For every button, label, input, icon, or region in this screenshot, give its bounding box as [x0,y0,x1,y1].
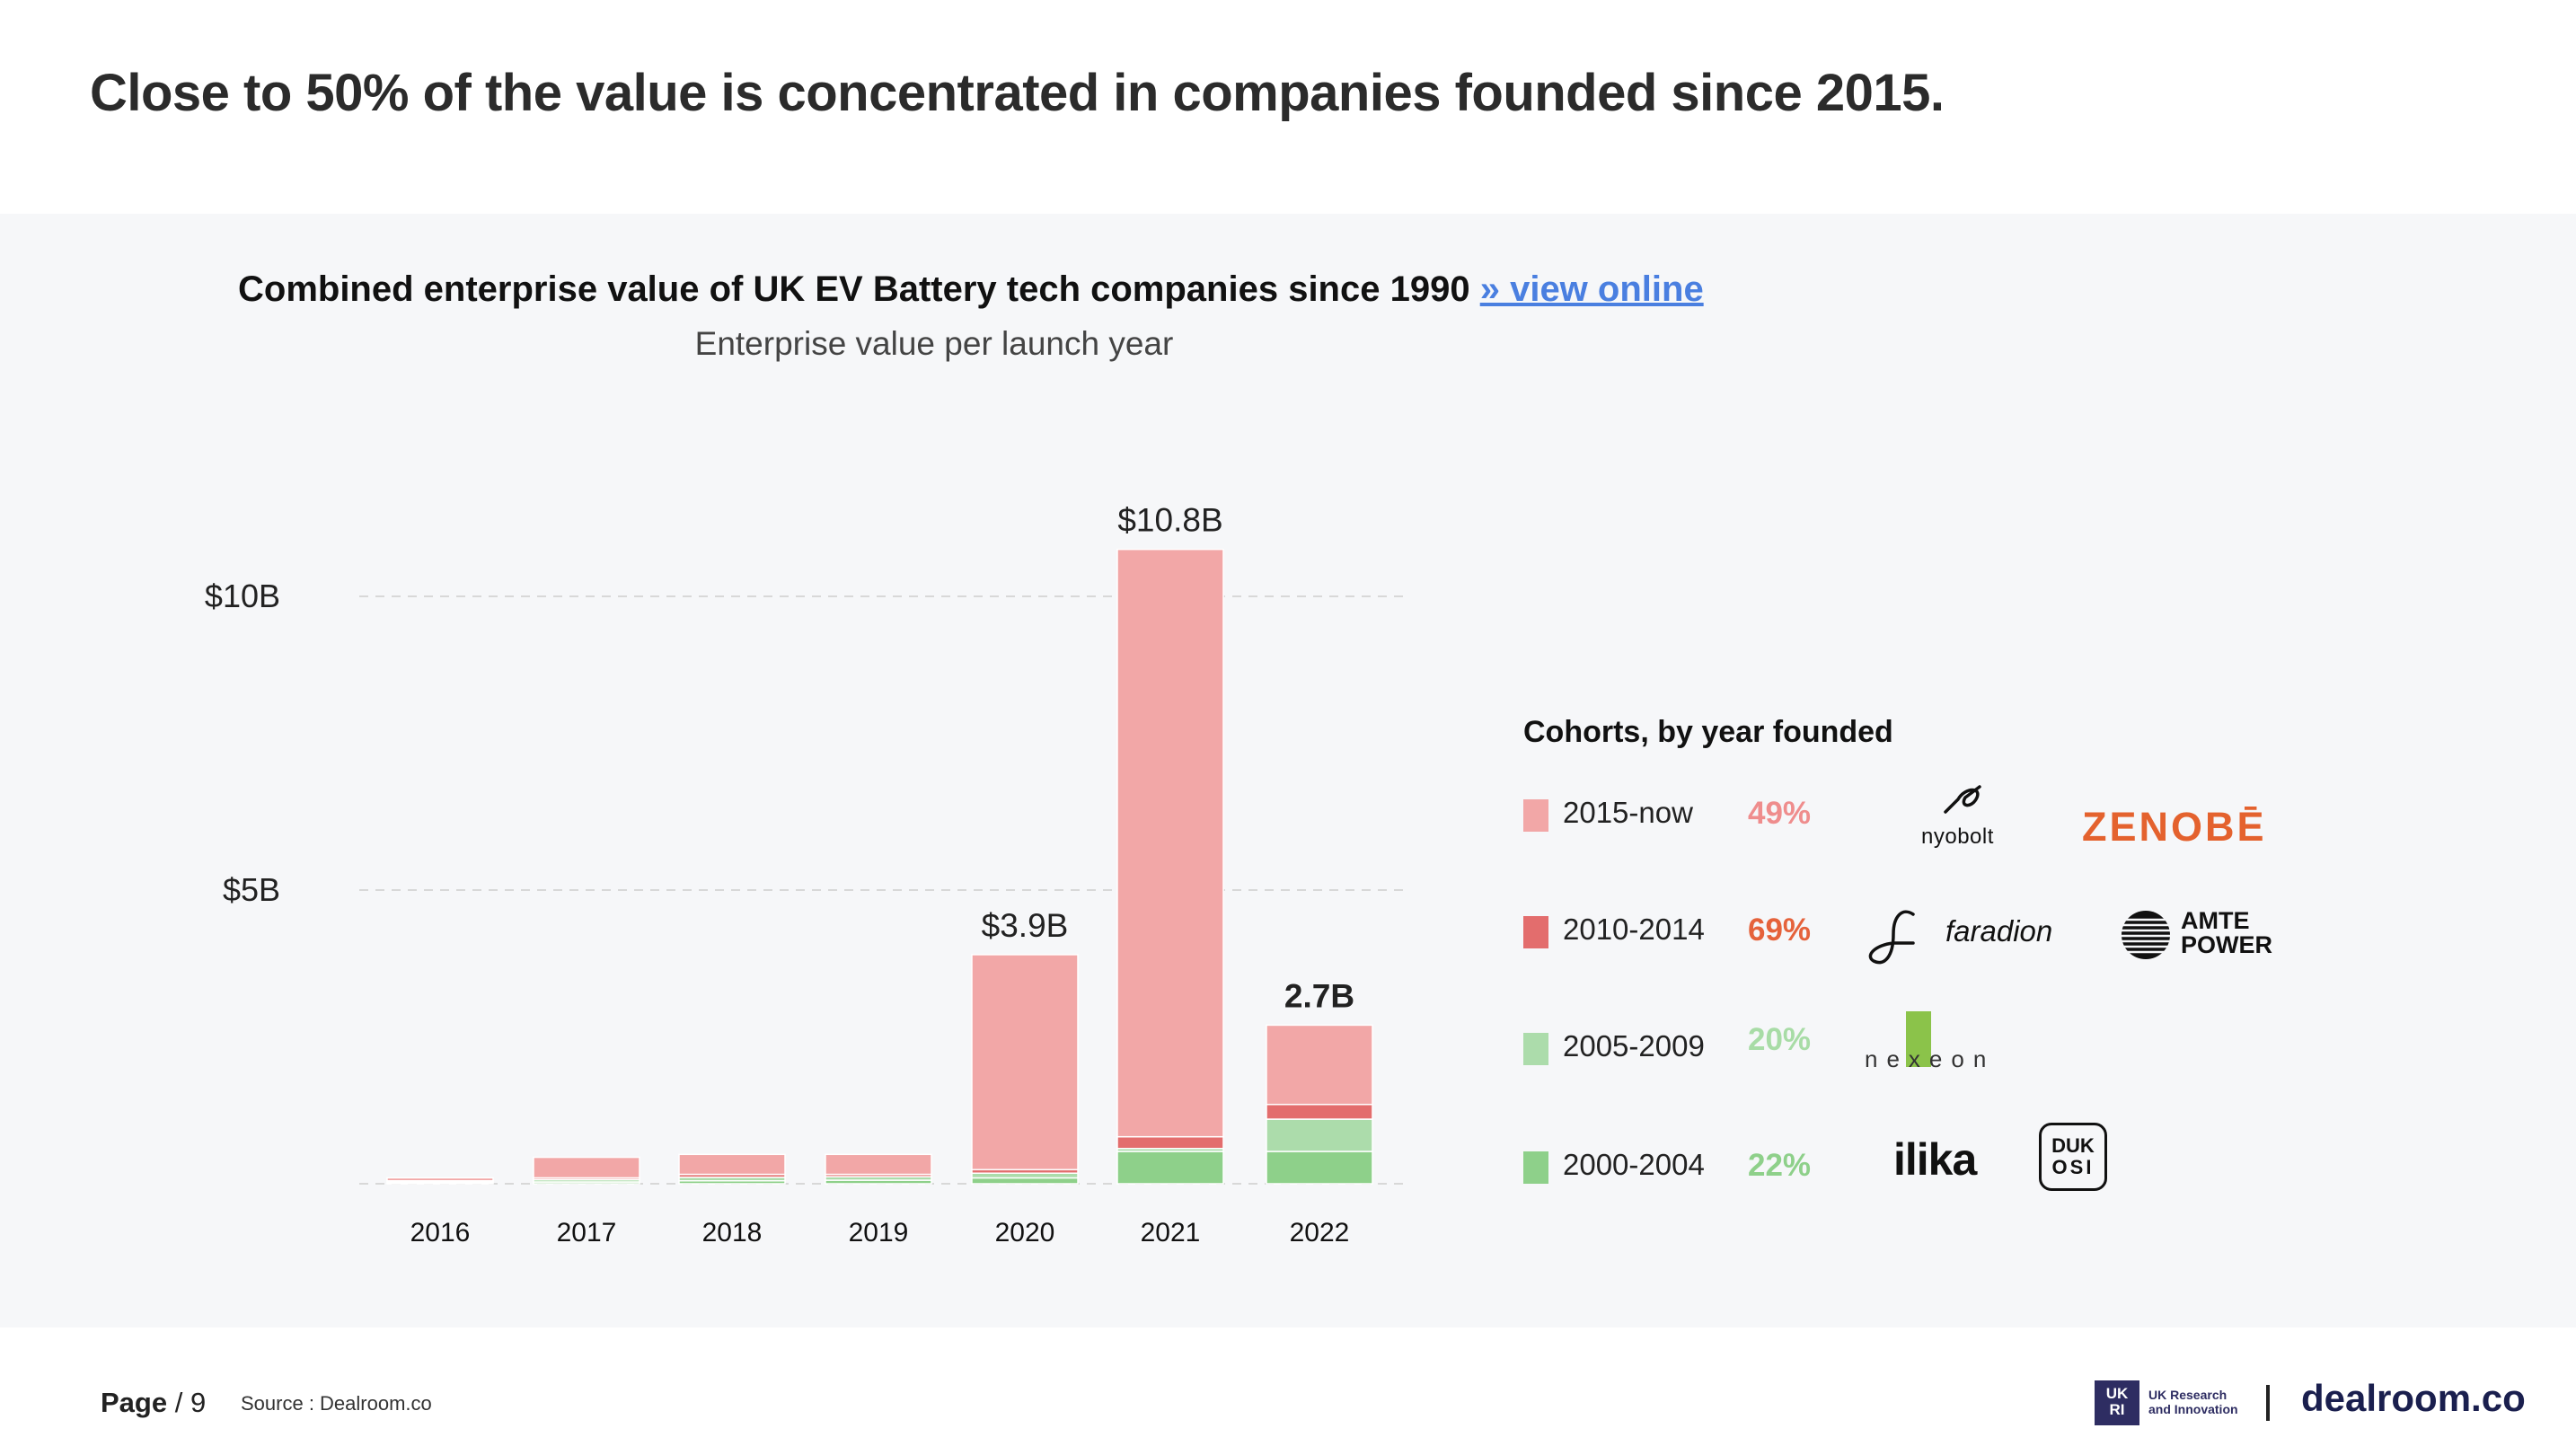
faradion-wordmark: faradion [1945,914,2053,948]
page-indicator: Page / 9 [101,1387,206,1419]
nexeon-bar-icon [1906,1011,1931,1067]
bar-stacks [386,548,1373,1185]
ukri-logo-mark: UK RI [2095,1380,2139,1425]
power-line: POWER [2181,931,2273,958]
bar-segment-2005-2009 [971,1172,1079,1179]
page-headline: Close to 50% of the value is concentrate… [90,64,1945,122]
cohort-share: 69% [1748,913,1812,948]
chart-title-text: Combined enterprise value of UK EV Batte… [238,269,1470,309]
bar-stack-2020 [971,954,1079,1185]
bar-segment-2010-2014 [1266,1103,1373,1120]
cohort-share: 49% [1748,796,1812,831]
bar-segment-2015-now [971,954,1079,1171]
dukosi-line1: DUK [2051,1134,2095,1157]
bar-stack-2018 [678,1153,786,1185]
nexeon-wordmark: nexeon [1865,1045,1996,1072]
faradion-logo: faradion [1866,907,2064,970]
chart-subtitle: Enterprise value per launch year [694,325,1174,362]
cohort-label: 2005-2009 [1563,1029,1705,1062]
faradion-mark-icon [1868,910,1915,965]
bar-segment-2015-now [386,1177,494,1182]
legend-swatch [1523,1151,1548,1184]
ukri-wordmark: UK Research and Innovation [2148,1388,2238,1416]
x-tick-label: 2016 [410,1218,471,1248]
x-tick-label: 2018 [702,1218,763,1248]
nyobolt-logo: nyobolt [1913,780,2012,851]
bar-segment-2015-now [1116,548,1224,1138]
cohort-label: 2015-now [1563,796,1693,829]
cohort-share: 22% [1748,1148,1812,1183]
bar-segment-2010-2014 [1116,1135,1224,1150]
y-tick-label: $5B [223,871,280,908]
legend-swatch [1523,799,1548,832]
cohort-share: 20% [1748,1022,1812,1057]
ukri-line1: UK Research [2148,1388,2228,1402]
bar-stack-2022 [1266,1024,1373,1185]
nexeon-logo: nexeon [1865,1011,2017,1074]
bar-segment-2015-now [825,1153,932,1176]
view-online-link[interactable]: » view online [1479,269,1704,309]
legend-swatch [1523,1033,1548,1065]
source-note: Source : Dealroom.co [241,1392,432,1415]
page-number: 9 [190,1387,207,1418]
page-separator: / [174,1387,183,1418]
bar-segment-2000-2004 [971,1177,1079,1185]
bar-value-label: $10.8B [1117,502,1222,539]
bar-stack-2021 [1116,548,1224,1185]
bar-value-labels: $3.9B $10.8B 2.7B [982,502,1354,1015]
bar-segment-2015-now [1266,1024,1373,1106]
footer-divider [2266,1385,2270,1421]
amte-line: AMTE [2181,907,2250,934]
x-tick-label: 2022 [1290,1218,1350,1248]
x-axis: 2016 2017 2018 2019 2020 2021 2022 [410,1218,1350,1248]
amte-power-wordmark: AMTE POWER [2181,909,2272,957]
page-label: Page [101,1387,168,1418]
cohort-label: 2000-2004 [1563,1148,1705,1181]
bar-segment-2015-now [533,1156,640,1179]
ukri-mark-text: UK RI [2105,1385,2129,1418]
enterprise-value-bar-chart: $3.9B $10.8B 2.7B 2016 2017 2018 2019 2020 2021… [205,502,1410,1248]
cohort-label: 2010-2014 [1563,913,1705,946]
bar-stack-2016 [386,1177,494,1185]
x-tick-label: 2021 [1141,1218,1201,1248]
chart-title: Combined enterprise value of UK EV Batte… [238,269,1704,310]
bar-stack-2017 [533,1156,640,1185]
y-tick-label: $10B [205,578,280,614]
bar-stack-2019 [825,1153,932,1185]
bar-value-label: $3.9B [982,907,1069,944]
ilika-logo: ilika [1893,1134,1977,1185]
dukosi-logo: DUK OSI [2039,1123,2107,1191]
dukosi-line2: OSI [2051,1156,2095,1178]
bar-segment-2000-2004 [1266,1151,1373,1185]
grid-lines [359,595,1410,1185]
bar-segment-2005-2009 [1266,1118,1373,1152]
ukri-line2: and Innovation [2148,1402,2238,1416]
x-tick-label: 2020 [995,1218,1055,1248]
bar-segment-2015-now [678,1153,786,1176]
nyobolt-wordmark: nyobolt [1921,824,1994,849]
bar-value-label: 2.7B [1284,977,1354,1014]
dealroom-logo: dealroom.co [2301,1377,2526,1419]
amte-power-logo: AMTE POWER [2120,905,2290,965]
x-tick-label: 2017 [557,1218,617,1248]
legend-title: Cohorts, by year founded [1523,715,1893,749]
amte-power-mark-icon [2120,911,2172,959]
nyobolt-mark-icon [1944,785,1981,814]
y-axis: $5B $10B [205,578,280,908]
legend-swatch [1523,916,1548,948]
zenobe-logo: ZENOBĒ [2082,804,2267,850]
x-tick-label: 2019 [849,1218,909,1248]
bar-segment-2000-2004 [1116,1151,1224,1185]
